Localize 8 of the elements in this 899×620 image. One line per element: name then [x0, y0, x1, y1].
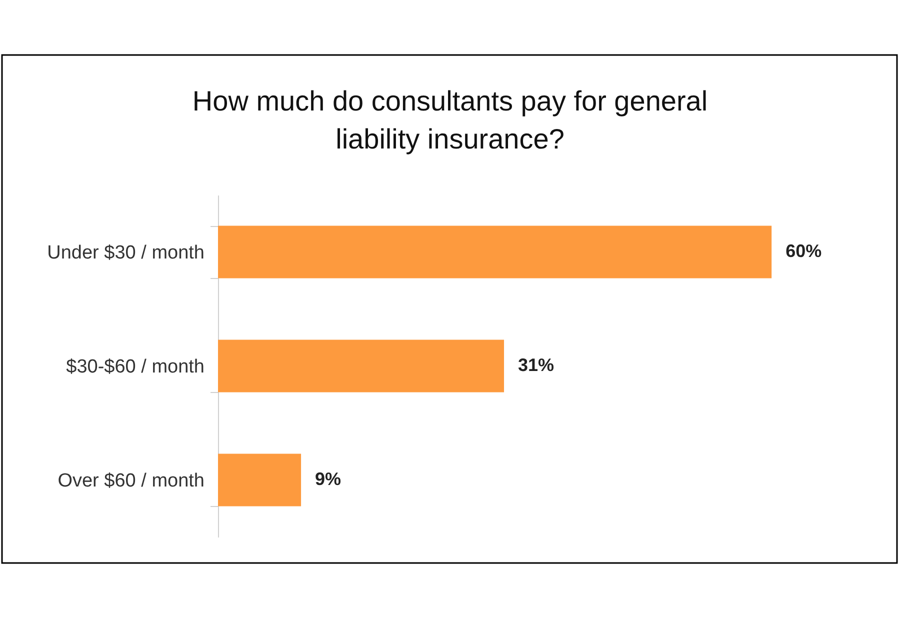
y-tick-label: $30-$60 / month — [66, 356, 204, 378]
text: How much do consultants pay for general — [192, 85, 708, 116]
text: liability insurance? — [336, 123, 564, 154]
data-label: 31% — [518, 355, 554, 375]
data-label: 9% — [315, 469, 342, 489]
y-tick-label: Under $30 / month — [47, 242, 204, 264]
data-label: 60% — [786, 241, 822, 261]
y-tick-label: Over $60 / month — [58, 470, 204, 492]
